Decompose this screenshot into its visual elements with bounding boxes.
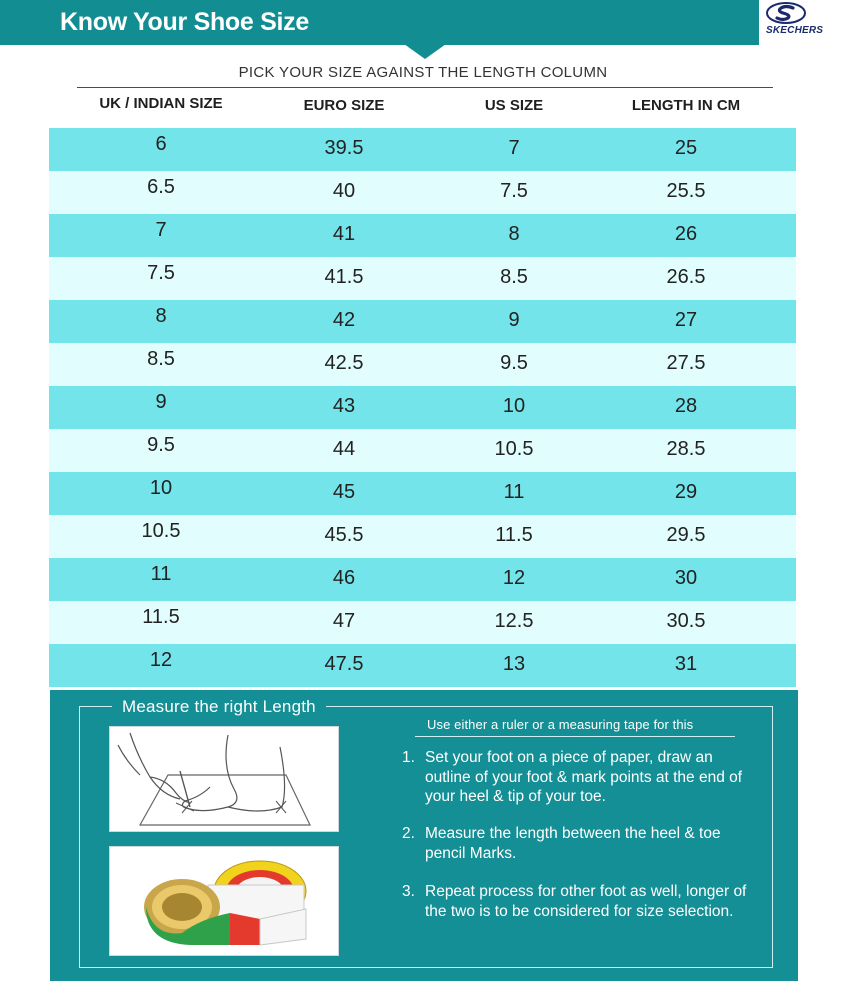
cell-us-size: 11.5 (495, 524, 533, 546)
foot-outline-drawing (109, 726, 339, 832)
measuring-tape-icon (144, 860, 307, 946)
table-row: 10 45 11 29 (49, 472, 796, 515)
table-row: 7.5 41.5 8.5 26.5 (49, 257, 796, 300)
table-row: 12 47.5 13 31 (49, 644, 796, 687)
header-bar (0, 0, 850, 45)
cell-uk-size: 6.5 (147, 176, 175, 198)
subtitle-divider (77, 87, 773, 88)
measure-intro: Use either a ruler or a measuring tape f… (427, 717, 694, 732)
table-row: 8.5 42.5 9.5 27.5 (49, 343, 796, 386)
cell-us-size: 7 (508, 137, 520, 159)
measure-panel-frame (79, 706, 773, 968)
brand-logo: SKECHERS (759, 0, 850, 45)
cell-us-size: 9.5 (500, 352, 528, 374)
cell-euro-size: 42.5 (324, 352, 364, 374)
cell-uk-size: 8 (155, 305, 167, 327)
cell-uk-size: 7 (155, 219, 167, 241)
cell-uk-size: 9.5 (147, 434, 175, 456)
cell-euro-size: 44 (332, 438, 356, 460)
table-row: 11 46 12 30 (49, 558, 796, 601)
foot-drawing-icon (117, 732, 311, 826)
cell-length-cm: 27 (674, 309, 698, 331)
intro-divider (415, 736, 735, 737)
cell-euro-size: 40 (332, 180, 356, 202)
table-row: 7 41 8 26 (49, 214, 796, 257)
column-header-us: US SIZE (484, 97, 544, 114)
cell-us-size: 8 (508, 223, 520, 245)
cell-length-cm: 28.5 (666, 438, 706, 460)
cell-length-cm: 25.5 (666, 180, 706, 202)
table-row: 6 39.5 7 25 (49, 128, 796, 171)
step-number: 2. (402, 825, 415, 842)
cell-us-size: 12.5 (494, 610, 534, 632)
step-text: Measure the length between the heel & to… (425, 825, 721, 862)
table-row: 6.5 40 7.5 25.5 (49, 171, 796, 214)
cell-length-cm: 29.5 (666, 524, 706, 546)
cell-euro-size: 42 (332, 309, 356, 331)
table-row: 9 43 10 28 (49, 386, 796, 429)
cell-euro-size: 45 (332, 481, 356, 503)
step-number: 3. (402, 883, 415, 900)
size-table: 6 39.5 7 25 6.5 40 7.5 25.5 7 41 8 26 7.5 41.5 8.5 26.5… (49, 128, 796, 687)
cell-euro-size: 46 (332, 567, 356, 589)
step-text: Set your foot on a piece of paper, draw … (425, 749, 743, 805)
cell-uk-size: 12 (149, 649, 173, 671)
cell-us-size: 10 (502, 395, 526, 417)
measure-title-container: Measure the right Length (112, 697, 326, 717)
cell-uk-size: 9 (155, 391, 167, 413)
cell-uk-size: 11 (150, 563, 172, 585)
cell-us-size: 9 (508, 309, 520, 331)
cell-uk-size: 10.5 (141, 520, 181, 542)
column-header-uk: UK / INDIAN SIZE (99, 95, 223, 112)
table-subtitle: PICK YOUR SIZE AGAINST THE LENGTH COLUMN (238, 64, 608, 81)
cell-length-cm: 29 (674, 481, 698, 503)
cell-us-size: 12 (502, 567, 526, 589)
cell-euro-size: 41.5 (324, 266, 364, 288)
cell-euro-size: 45.5 (324, 524, 364, 546)
skechers-s-logo-icon (766, 2, 806, 24)
cell-length-cm: 30 (674, 567, 698, 589)
cell-length-cm: 30.5 (666, 610, 706, 632)
column-header-length: LENGTH IN CM (631, 97, 741, 114)
cell-length-cm: 31 (674, 653, 698, 675)
table-row: 9.5 44 10.5 28.5 (49, 429, 796, 472)
cell-euro-size: 41 (332, 223, 356, 245)
cell-euro-size: 39.5 (324, 137, 364, 159)
cell-us-size: 13 (502, 653, 526, 675)
step-text: Repeat process for other foot as well, l… (425, 883, 747, 920)
measure-title: Measure the right Length (122, 697, 316, 716)
page-title: Know Your Shoe Size (60, 8, 309, 36)
cell-length-cm: 26.5 (666, 266, 706, 288)
cell-uk-size: 6 (155, 133, 167, 155)
cell-euro-size: 47 (332, 610, 356, 632)
cell-us-size: 8.5 (500, 266, 528, 288)
cell-uk-size: 7.5 (147, 262, 175, 284)
table-row: 11.5 47 12.5 30.5 (49, 601, 796, 644)
step-number: 1. (402, 749, 415, 766)
cell-length-cm: 25 (674, 137, 698, 159)
header-notch (404, 44, 446, 59)
cell-length-cm: 28 (674, 395, 698, 417)
brand-name: SKECHERS (766, 25, 824, 36)
table-row: 8 42 9 27 (49, 300, 796, 343)
cell-uk-size: 10 (149, 477, 173, 499)
cell-us-size: 7.5 (500, 180, 528, 202)
cell-euro-size: 47.5 (324, 653, 364, 675)
cell-uk-size: 8.5 (147, 348, 175, 370)
cell-length-cm: 26 (674, 223, 698, 245)
column-header-euro: EURO SIZE (303, 97, 385, 114)
cell-length-cm: 27.5 (666, 352, 706, 374)
table-row: 10.5 45.5 11.5 29.5 (49, 515, 796, 558)
cell-euro-size: 43 (332, 395, 356, 417)
cell-uk-size: 11.5 (142, 606, 180, 628)
cell-us-size: 11 (503, 481, 525, 503)
cell-us-size: 10.5 (494, 438, 534, 460)
measuring-tape-image (109, 846, 339, 956)
